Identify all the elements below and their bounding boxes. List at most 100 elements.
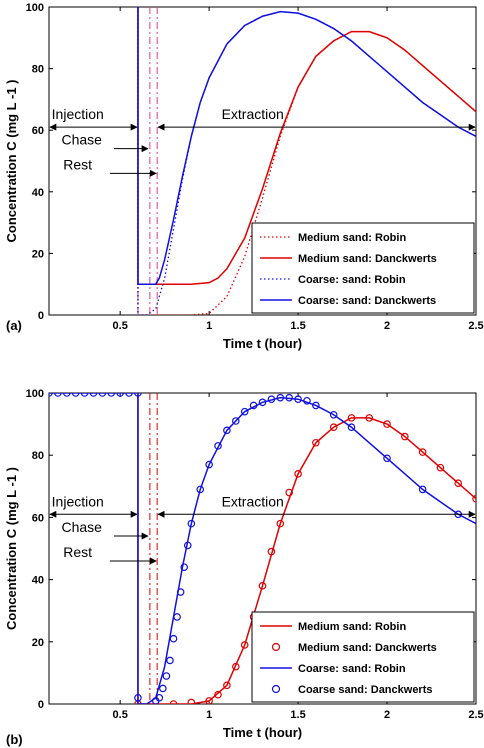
legend-item: Medium sand: Danckwerts xyxy=(271,642,437,654)
y-tick-label: 40 xyxy=(32,575,44,587)
x-tick-label: 1 xyxy=(206,709,212,721)
data-point xyxy=(312,438,320,447)
x-tick-label: 0.5 xyxy=(113,320,128,332)
data-point xyxy=(180,563,189,571)
series-line xyxy=(49,393,476,704)
data-point xyxy=(285,393,293,402)
x-tick-label: 1 xyxy=(206,320,212,332)
x-tick-label: 1.5 xyxy=(290,320,305,332)
series-line xyxy=(137,7,476,285)
data-point xyxy=(134,693,142,702)
data-point xyxy=(125,393,133,397)
x-axis-label: Time t (hour) xyxy=(223,725,302,740)
data-point xyxy=(312,401,320,410)
panel-b: 0.5 1 1.5 2 2.5 0 20 40 60 80 100 Time t (hour) Conc… xyxy=(4,388,484,747)
data-point xyxy=(62,393,71,397)
data-point xyxy=(276,519,285,528)
y-tick-label: 20 xyxy=(32,637,44,649)
data-point xyxy=(98,393,107,397)
data-point xyxy=(258,398,267,407)
legend-label: Medium sand: Danckwerts xyxy=(298,642,437,654)
plot-area xyxy=(49,393,476,704)
legend-label: Medium sand: Danckwerts xyxy=(298,253,437,265)
y-tick-label: 80 xyxy=(32,450,44,462)
y-axis-label: Concentration C (mg L -1 ) xyxy=(4,80,19,243)
legend-box xyxy=(251,611,475,703)
y-tick-label: 60 xyxy=(32,512,44,524)
legend-label: Coarse: sand: Robin xyxy=(298,274,406,286)
extraction-label: Extraction xyxy=(222,106,284,122)
y-tick-label: 20 xyxy=(32,248,44,260)
y-tick-label: 40 xyxy=(32,187,44,199)
series-line xyxy=(137,7,476,285)
data-point xyxy=(159,684,167,693)
data-point xyxy=(214,690,222,699)
legend: Medium sand: Robin Medium sand: Danckwert… xyxy=(251,222,475,314)
data-point xyxy=(183,541,192,550)
data-point xyxy=(329,410,338,419)
legend-label: Coarse: sand: Danckwerts xyxy=(298,295,436,307)
x-axis-label: Time t (hour) xyxy=(223,336,302,351)
legend-item: Medium sand: Robin xyxy=(260,232,406,244)
panel-label: (b) xyxy=(6,732,23,747)
data-point xyxy=(54,393,62,397)
series-coarse-sand-robin xyxy=(49,393,476,704)
data-point xyxy=(214,442,222,450)
series-coarse-sand-danckwerts xyxy=(137,7,476,285)
rest-label: Rest xyxy=(63,156,92,172)
chase-label: Chase xyxy=(61,132,102,148)
rest-label: Rest xyxy=(63,544,92,560)
data-point xyxy=(347,423,356,432)
injection-label: Injection xyxy=(52,106,104,122)
series-medium-sand-danckwerts xyxy=(134,414,476,704)
data-point xyxy=(240,641,249,649)
data-point xyxy=(223,426,231,435)
phase-annotations: Injection Extraction Chase Rest xyxy=(49,493,476,565)
data-point xyxy=(240,407,249,416)
series-medium-sand-robin xyxy=(137,393,476,704)
data-point xyxy=(436,463,445,472)
legend-marker xyxy=(271,684,281,694)
data-point xyxy=(71,393,80,397)
data-point xyxy=(303,396,311,405)
data-point xyxy=(294,395,302,404)
legend: Medium sand: Robin Medium sand: Danckwert… xyxy=(251,611,475,703)
data-point xyxy=(196,485,205,494)
series-line xyxy=(137,393,476,704)
plot-frame xyxy=(48,392,477,705)
data-point xyxy=(232,417,240,425)
data-point xyxy=(162,672,171,680)
x-tick-label: 0.5 xyxy=(113,709,128,721)
legend-item: Coarse: sand: Danckwerts xyxy=(260,295,436,307)
x-tick-label: 1.5 xyxy=(290,709,305,721)
y-tick-label: 80 xyxy=(32,64,44,76)
x-tick-label: 2 xyxy=(384,320,390,332)
y-tick-label: 0 xyxy=(38,699,44,711)
injection-label: Injection xyxy=(52,493,104,509)
data-point xyxy=(89,393,98,397)
y-tick-label: 60 xyxy=(32,125,44,137)
data-point xyxy=(223,681,231,690)
data-point xyxy=(169,700,178,704)
data-point xyxy=(329,423,338,432)
data-point xyxy=(383,420,391,428)
data-point xyxy=(383,454,391,463)
plot-frame xyxy=(48,6,477,316)
phase-annotations: Injection Extraction Chase Rest xyxy=(49,106,476,177)
y-axis-label: Concentration C (mg L -1 ) xyxy=(4,467,19,630)
data-point xyxy=(205,697,213,704)
legend-label: Medium sand: Robin xyxy=(298,232,406,244)
data-point xyxy=(166,656,174,665)
data-point xyxy=(418,448,427,456)
series-coarse-sand-danckwerts xyxy=(49,393,463,704)
data-point xyxy=(116,393,124,397)
data-point xyxy=(187,519,196,528)
data-point xyxy=(285,488,293,497)
y-tick-label: 100 xyxy=(26,2,44,14)
legend-item: Coarse: sand: Robin xyxy=(260,663,406,675)
legend-label: Coarse sand: Danckwerts xyxy=(298,684,433,696)
legend-item: Coarse: sand: Robin xyxy=(260,274,406,286)
data-point xyxy=(249,401,258,410)
extraction-label: Extraction xyxy=(222,493,284,509)
